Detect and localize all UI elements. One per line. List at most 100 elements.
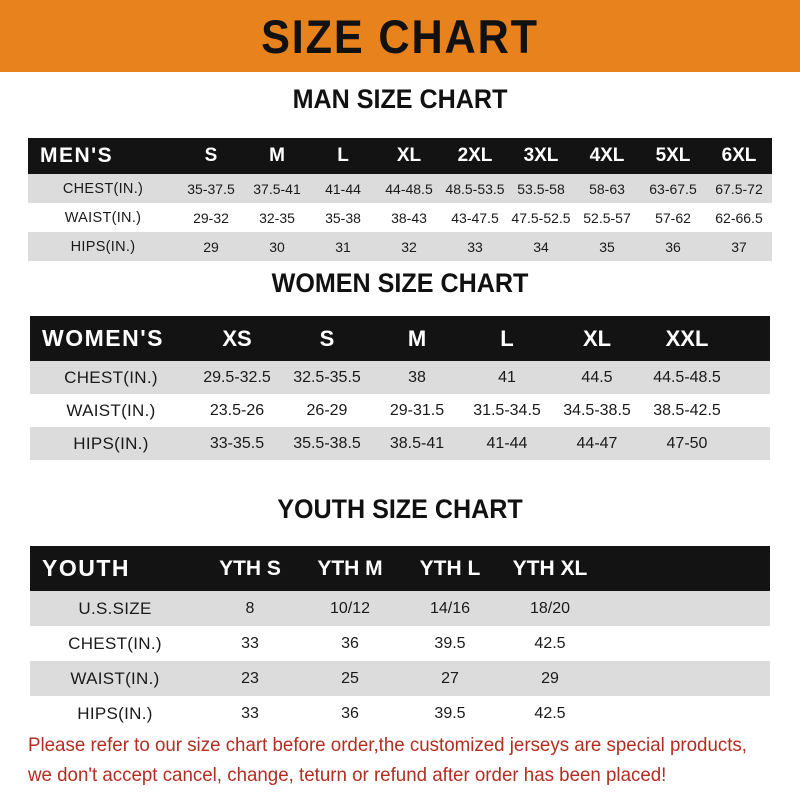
youth-row-spacer — [600, 696, 770, 731]
women-size-column-header: XL — [582, 325, 612, 351]
men-measurement-value: 63-67.5 — [649, 180, 697, 197]
youth-row-spacer — [600, 661, 770, 696]
women-table-corner-label: WOMEN'S — [42, 325, 165, 351]
men-size-column-header: M — [269, 145, 285, 166]
men-measurement-value: 37 — [731, 238, 747, 255]
women-measurement-value: 41 — [498, 368, 516, 386]
section-title-women: WOMEN SIZE CHART — [271, 268, 529, 298]
men-measurement-value: 62-66.5 — [715, 209, 763, 226]
youth-measurement-label: CHEST(IN.) — [68, 633, 162, 653]
table-row: WAIST(IN.) 23 25 27 29 — [30, 661, 770, 696]
men-measurement-value: 57-62 — [655, 209, 691, 226]
women-row-spacer — [732, 394, 770, 427]
youth-measurement-value: 23 — [241, 669, 259, 687]
women-measurement-value: 23.5-26 — [209, 401, 265, 419]
men-measurement-value: 53.5-58 — [517, 180, 565, 197]
men-measurement-value: 41-44 — [325, 180, 361, 197]
men-size-column-header: 3XL — [523, 145, 559, 166]
table-row: U.S.SIZE 8 10/12 14/16 18/20 — [30, 591, 770, 626]
youth-measurement-value: 42.5 — [534, 704, 566, 722]
women-measurement-value: 29.5-32.5 — [203, 368, 271, 386]
youth-measurement-value: 25 — [341, 669, 359, 687]
men-size-column-header: XL — [396, 145, 422, 166]
youth-size-table: YOUTH YTH S YTH M YTH L YTH XL U.S.SIZE 8 10/12… — [30, 546, 770, 731]
women-row-spacer — [732, 427, 770, 460]
youth-measurement-value: 18/20 — [529, 599, 571, 617]
youth-measurement-value: 39.5 — [434, 704, 466, 722]
men-measurement-value: 32-35 — [259, 209, 295, 226]
youth-measurement-value: 42.5 — [534, 634, 566, 652]
youth-measurement-value: 10/12 — [329, 599, 371, 617]
men-measurement-value: 58-63 — [589, 180, 625, 197]
table-row: CHEST(IN.) 29.5-32.5 32.5-35.5 38 41 44.5 44.5… — [30, 361, 770, 394]
youth-measurement-value: 36 — [341, 704, 359, 722]
men-measurement-value: 32 — [401, 238, 417, 255]
women-table-header-row: WOMEN'S XS S M L XL XXL — [30, 316, 770, 361]
section-title-man: MAN SIZE CHART — [292, 84, 508, 114]
men-measurement-value: 31 — [335, 238, 351, 255]
youth-measurement-label: WAIST(IN.) — [70, 668, 160, 688]
men-measurement-value: 33 — [467, 238, 483, 255]
men-measurement-value: 38-43 — [391, 209, 427, 226]
table-row: HIPS(IN.) 33 36 39.5 42.5 — [30, 696, 770, 731]
men-measurement-value: 35-38 — [325, 209, 361, 226]
table-row: WAIST(IN.) 29-32 32-35 35-38 38-43 43-47.5 47.… — [28, 203, 772, 232]
table-row: HIPS(IN.) 33-35.5 35.5-38.5 38.5-41 41-44 44-… — [30, 427, 770, 460]
women-row-spacer — [732, 361, 770, 394]
youth-measurement-label: U.S.SIZE — [78, 598, 152, 618]
order-policy-note-line-1: Please refer to our size chart before or… — [28, 734, 747, 756]
men-measurement-value: 36 — [665, 238, 681, 255]
women-size-column-header: XXL — [665, 325, 709, 351]
women-size-table: WOMEN'S XS S M L XL XXL CHEST(IN.) 29.5-32.5 32.5… — [30, 316, 770, 460]
youth-row-spacer — [600, 626, 770, 661]
youth-measurement-value: 33 — [241, 704, 259, 722]
women-measurement-value: 32.5-35.5 — [293, 368, 361, 386]
women-size-column-header: S — [319, 325, 335, 351]
order-policy-note-line-2: we don't accept cancel, change, teturn o… — [28, 764, 667, 786]
youth-measurement-value: 27 — [441, 669, 459, 687]
table-row: HIPS(IN.) 29 30 31 32 33 34 35 36 37 — [28, 232, 772, 261]
women-size-column-header: L — [500, 325, 514, 351]
men-size-table: MEN'S S M L XL 2XL 3XL 4XL 5XL 6XL CHEST(IN.) 35-37… — [28, 138, 772, 261]
women-measurement-value: 47-50 — [666, 434, 708, 452]
youth-measurement-value: 36 — [341, 634, 359, 652]
women-measurement-value: 44.5 — [581, 368, 613, 386]
youth-measurement-label: HIPS(IN.) — [77, 703, 153, 723]
men-size-column-header: S — [204, 145, 218, 166]
men-measurement-value: 35 — [599, 238, 615, 255]
men-measurement-value: 35-37.5 — [187, 180, 235, 197]
table-row: CHEST(IN.) 33 36 39.5 42.5 — [30, 626, 770, 661]
page-banner: SIZE CHART — [0, 0, 800, 72]
youth-table-header-row: YOUTH YTH S YTH M YTH L YTH XL — [30, 546, 770, 591]
youth-row-spacer — [600, 591, 770, 626]
men-measurement-value: 30 — [269, 238, 285, 255]
men-measurement-value: 44-48.5 — [385, 180, 433, 197]
order-policy-note: Please refer to our size chart before or… — [28, 730, 748, 790]
men-size-column-header: 6XL — [721, 145, 757, 166]
men-size-column-header: 5XL — [655, 145, 691, 166]
women-measurement-value: 26-29 — [306, 401, 348, 419]
men-measurement-value: 52.5-57 — [583, 209, 631, 226]
men-measurement-label: CHEST(IN.) — [62, 180, 144, 197]
women-measurement-value: 44.5-48.5 — [653, 368, 721, 386]
table-row: CHEST(IN.) 35-37.5 37.5-41 41-44 44-48.5 48.5… — [28, 174, 772, 203]
youth-measurement-value: 29 — [541, 669, 559, 687]
youth-table-corner-label: YOUTH — [42, 555, 130, 581]
youth-measurement-value: 14/16 — [429, 599, 471, 617]
women-measurement-value: 44-47 — [576, 434, 618, 452]
women-measurement-value: 34.5-38.5 — [563, 401, 631, 419]
women-measurement-value: 29-31.5 — [389, 401, 445, 419]
women-size-column-header: M — [407, 325, 427, 351]
women-measurement-label: WAIST(IN.) — [66, 400, 156, 420]
youth-measurement-value: 8 — [245, 599, 255, 617]
men-measurement-value: 34 — [533, 238, 549, 255]
men-size-column-header: 4XL — [589, 145, 625, 166]
men-measurement-value: 29-32 — [193, 209, 229, 226]
women-header-spacer — [732, 316, 770, 361]
women-measurement-value: 38 — [408, 368, 426, 386]
men-measurement-value: 29 — [203, 238, 219, 255]
men-size-column-header: L — [337, 145, 349, 166]
men-measurement-value: 47.5-52.5 — [511, 209, 571, 226]
women-measurement-value: 35.5-38.5 — [293, 434, 361, 452]
